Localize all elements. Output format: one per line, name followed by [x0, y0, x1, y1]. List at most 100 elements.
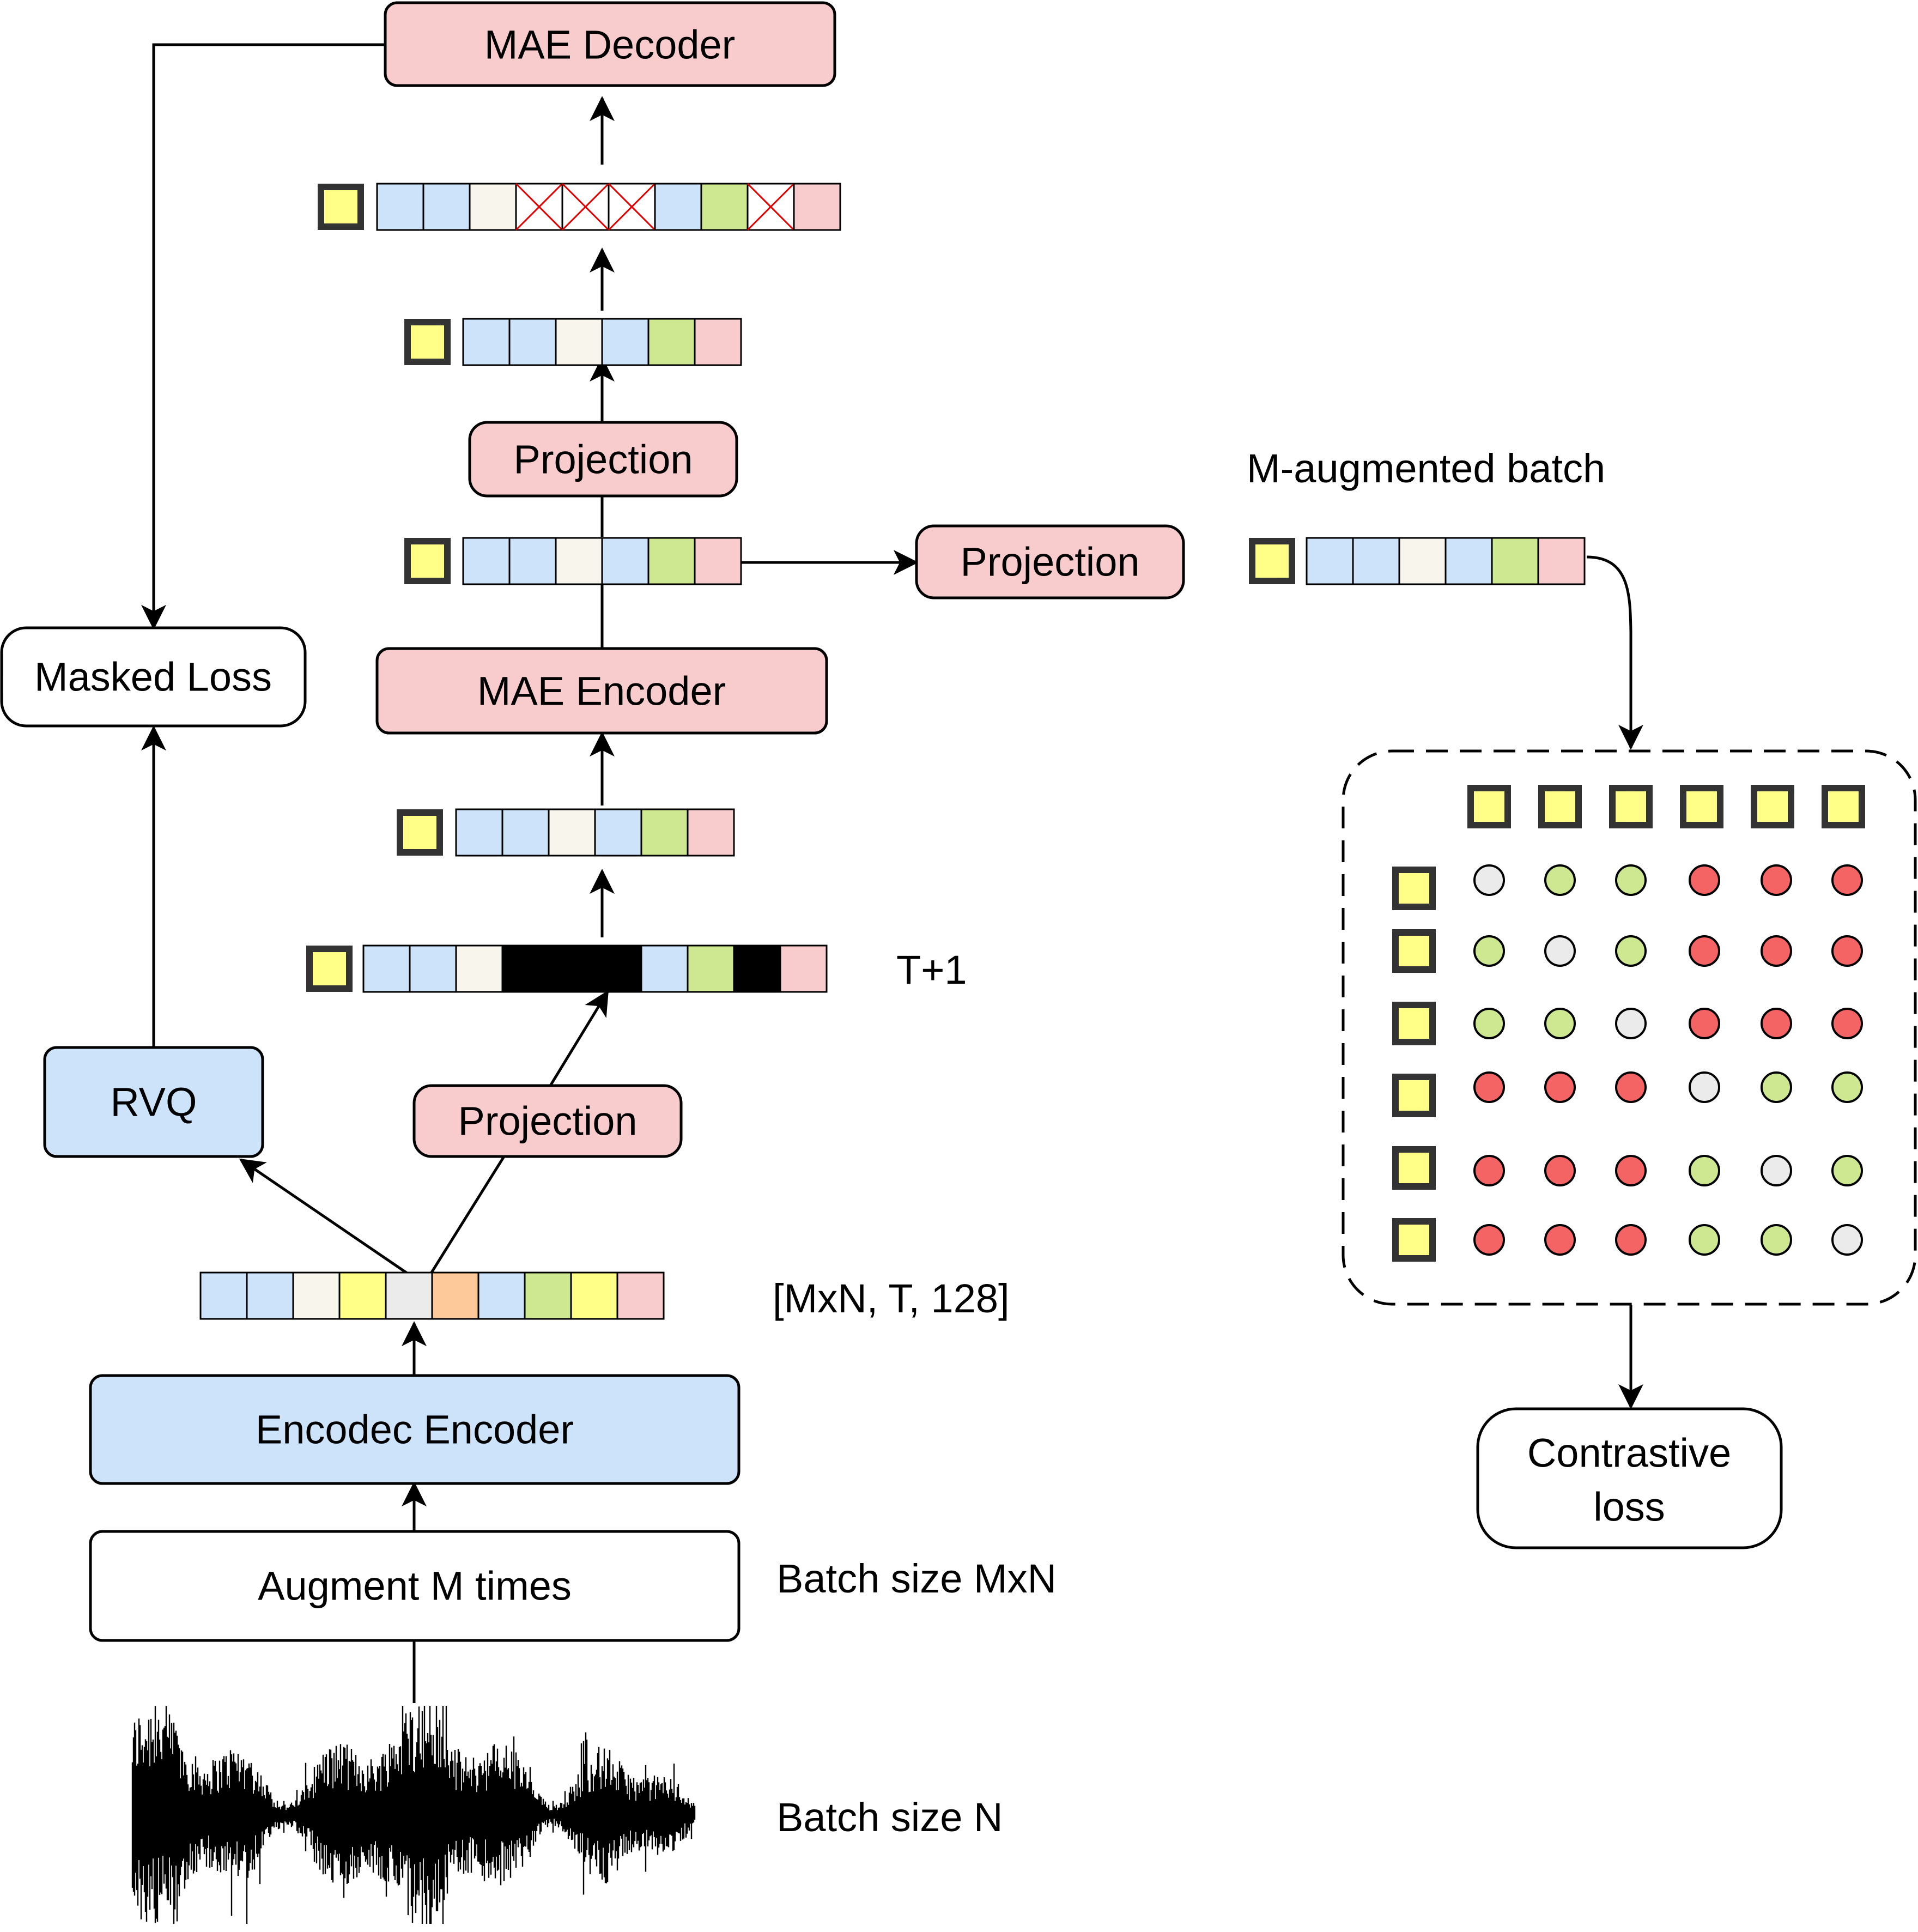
similarity-matrix-frame — [1342, 749, 1917, 1306]
arrow-tokens-to-rvq — [239, 1158, 410, 1276]
similarity-dot-red — [1473, 1155, 1505, 1186]
cls-token — [1249, 538, 1295, 584]
projection-side-label: Projection — [960, 540, 1139, 585]
token-cell-blue — [640, 944, 689, 993]
cls-token — [404, 319, 451, 365]
token-cell-pink — [779, 944, 828, 993]
similarity-dot-red — [1831, 935, 1863, 967]
similarity-dot-red — [1831, 1008, 1863, 1039]
waveform — [131, 1706, 696, 1924]
similarity-dot-gray — [1689, 1071, 1720, 1103]
similarity-dot-red — [1761, 864, 1792, 896]
arrow-tokens-to-projection — [429, 1155, 506, 1275]
augment-label: Augment M times — [258, 1564, 572, 1609]
masked-loss-label: Masked Loss — [34, 655, 272, 700]
matrix-column-token — [1751, 785, 1794, 828]
token-cell-cream — [548, 808, 596, 857]
token-cell-green — [647, 537, 696, 585]
token-cell-cream — [555, 318, 603, 366]
masked-loss-box: Masked Loss — [0, 626, 307, 728]
token-cell-blue — [1444, 537, 1493, 585]
similarity-dot-red — [1473, 1071, 1505, 1103]
matrix-column-token — [1822, 785, 1865, 828]
token-cell-yellow — [338, 1271, 387, 1320]
mask-cross-line — [608, 183, 656, 231]
token-cell-green — [687, 944, 735, 993]
audio-waveform-icon — [131, 1706, 696, 1924]
batch-n-label: Batch size N — [776, 1795, 1003, 1840]
similarity-dot-red — [1689, 1008, 1720, 1039]
token-cell-blue — [246, 1271, 294, 1320]
matrix-row-token — [1392, 1074, 1436, 1117]
similarity-dot-red — [1544, 1224, 1576, 1256]
m-augmented-batch-label: M-augmented batch — [1247, 446, 1605, 491]
similarity-dot-red — [1689, 935, 1720, 967]
token-rows — [199, 183, 1586, 1320]
cls-token — [404, 538, 451, 584]
token-row-encoder-input — [397, 808, 735, 857]
token-cell-pink — [616, 1271, 665, 1320]
token-cell-cream — [292, 1271, 341, 1320]
similarity-dot-gray — [1544, 935, 1576, 967]
similarity-dot-red — [1615, 1155, 1647, 1186]
similarity-dot-red — [1544, 1071, 1576, 1103]
token-cell-green — [1491, 537, 1539, 585]
encodec-encoder-box: Encodec Encoder — [89, 1374, 741, 1485]
similarity-dot-green — [1689, 1155, 1720, 1186]
mae-encoder-label: MAE Encoder — [477, 669, 726, 714]
token-cell-pink — [793, 183, 841, 231]
similarity-dot-red — [1544, 1155, 1576, 1186]
t-plus-1-label: T+1 — [896, 947, 967, 992]
rvq-label: RVQ — [110, 1080, 197, 1125]
token-cell-yellow — [570, 1271, 618, 1320]
token-cell-black — [594, 944, 642, 993]
arrow-maugmented-to-matrix — [1586, 555, 1643, 750]
rvq-box: RVQ — [43, 1046, 264, 1158]
token-cell-gray — [385, 1271, 433, 1320]
token-cell-cream — [1398, 537, 1447, 585]
token-cell-pink — [687, 808, 735, 857]
token-cell-blue — [376, 183, 424, 231]
token-cell-blue — [422, 183, 471, 231]
matrix-row-token — [1392, 1002, 1436, 1045]
similarity-dot-red — [1831, 864, 1863, 896]
token-cell-pink — [1537, 537, 1586, 585]
mae-encoder-box: MAE Encoder — [375, 647, 828, 735]
token-cell-blue — [462, 318, 511, 366]
token-cell-cream — [455, 944, 503, 993]
token-cell-orange — [431, 1271, 480, 1320]
cls-token — [306, 946, 353, 992]
cls-token — [318, 184, 364, 230]
token-cell-pink — [694, 537, 742, 585]
token-cell-black — [548, 944, 596, 993]
projection-bottom-box: Projection — [412, 1084, 683, 1158]
similarity-dot-gray — [1473, 864, 1505, 896]
similarity-dot-green — [1831, 1155, 1863, 1186]
similarity-dot-red — [1761, 935, 1792, 967]
matrix-row-token — [1392, 867, 1436, 910]
token-cell-green — [647, 318, 696, 366]
matrix-row-token — [1392, 1146, 1436, 1190]
projection-bottom-label: Projection — [458, 1099, 637, 1144]
token-cell-green — [640, 808, 689, 857]
projection-side-box: Projection — [915, 524, 1185, 599]
matrix-column-token — [1680, 785, 1723, 828]
token-row-masked-input — [306, 944, 828, 993]
matrix-column-token — [1467, 785, 1511, 828]
token-row-encoder-output — [404, 537, 742, 585]
similarity-dot-green — [1615, 864, 1647, 896]
similarity-dot-gray — [1761, 1155, 1792, 1186]
token-cell-pink — [694, 318, 742, 366]
similarity-dot-green — [1544, 1008, 1576, 1039]
contrastive-loss-box: Contrastive loss — [1476, 1407, 1783, 1549]
matrix-column-token — [1538, 785, 1582, 828]
connectors — [141, 43, 1643, 1703]
token-cell-blue — [501, 808, 550, 857]
mae-decoder-label: MAE Decoder — [484, 22, 736, 68]
arrow-projection-to-masked — [549, 990, 609, 1087]
contrastive-loss-label-line1: Contrastive — [1527, 1431, 1731, 1476]
token-cell-cream — [555, 537, 603, 585]
arrow-decoder-to-maskedloss — [141, 43, 385, 630]
similarity-dot-red — [1615, 1071, 1647, 1103]
